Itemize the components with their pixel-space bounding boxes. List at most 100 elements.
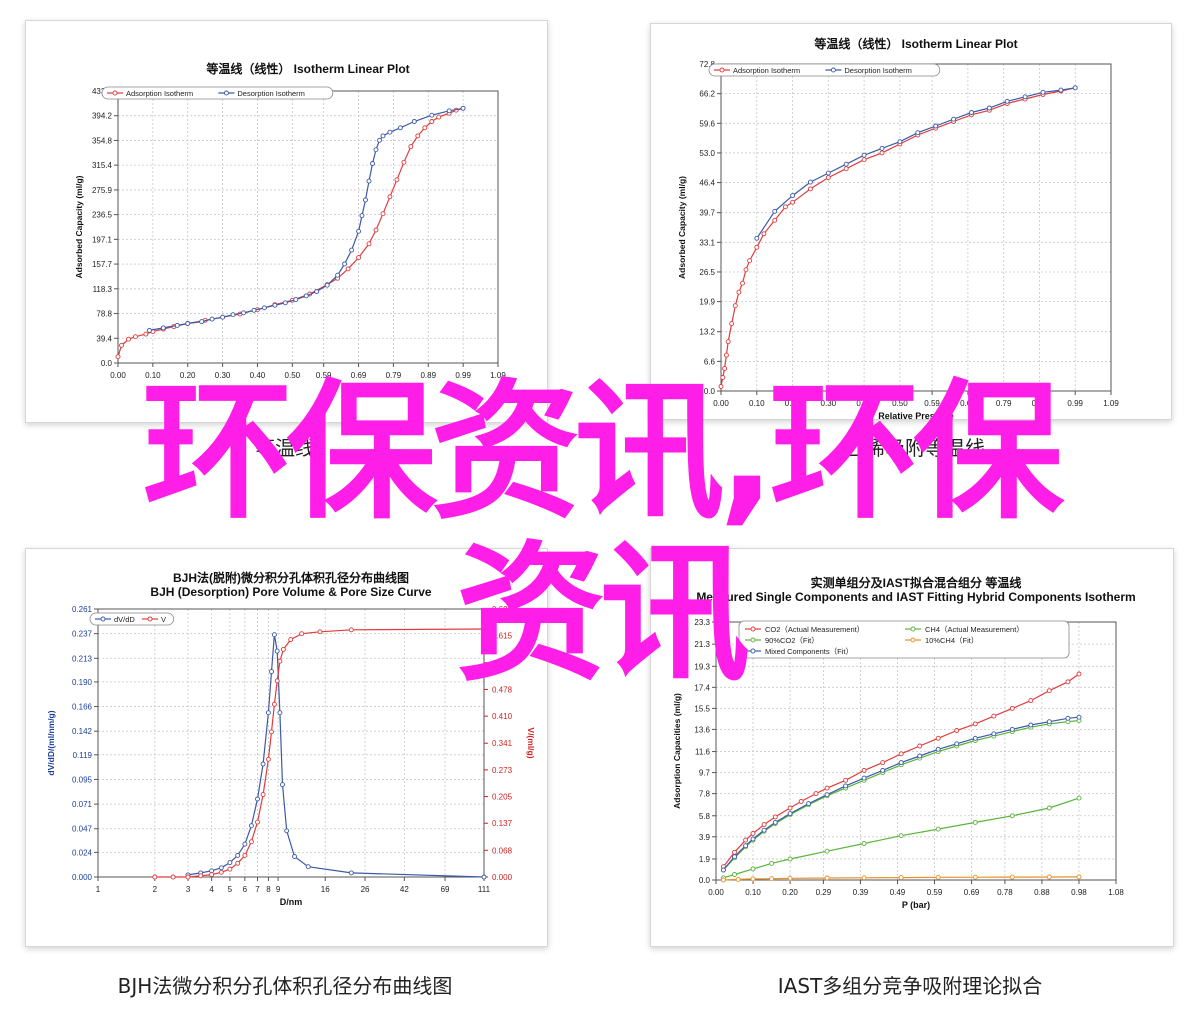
y-tick-label: 66.2 [699, 90, 715, 99]
data-point [935, 874, 941, 880]
data-point [146, 327, 152, 333]
x-tick-label: 111 [478, 885, 491, 894]
x-tick-label: 1.09 [1103, 399, 1119, 408]
data-point [825, 175, 831, 181]
data-point [861, 767, 867, 773]
data-point [299, 631, 305, 637]
caption-top-right: 乙烯吸附等温线 [845, 436, 985, 460]
legend-marker [750, 648, 756, 654]
x-tick-label: 6 [243, 885, 248, 894]
data-point [861, 841, 867, 846]
data-point [743, 267, 749, 273]
data-point [843, 783, 849, 789]
legend-marker [830, 67, 836, 73]
data-point [861, 152, 867, 158]
chart-title: 实测单组分及IAST拟合混合组分 等温线 [811, 575, 1022, 590]
data-point [1072, 85, 1078, 91]
data-point [269, 729, 274, 735]
data-point [255, 819, 260, 825]
data-point [348, 627, 354, 633]
x-tick-label: 0.10 [749, 399, 765, 408]
data-point [740, 280, 745, 286]
legend-label: Desorption Isotherm [844, 66, 912, 75]
y-tick-label: 0.095 [72, 775, 93, 784]
x-tick-label: 0.00 [110, 371, 126, 380]
data-point [954, 728, 960, 733]
data-point [242, 852, 248, 858]
legend-label: Mixed Components（Fit） [765, 647, 853, 656]
data-point [935, 735, 941, 741]
data-point [185, 874, 191, 880]
data-point [1009, 874, 1015, 880]
data-point [951, 116, 957, 122]
x-tick-label: 1 [96, 885, 101, 894]
data-point [843, 161, 849, 167]
y-tick-label: 0.047 [72, 825, 93, 834]
y-tick-label: 157.7 [92, 260, 113, 269]
data-point [132, 334, 138, 340]
data-point [255, 796, 260, 802]
data-point [280, 782, 285, 788]
y-tick-label: 0.0 [101, 359, 113, 368]
legend-label: Adsorption Isotherm [733, 66, 800, 75]
series-line [720, 87, 1076, 387]
data-point [1028, 698, 1034, 704]
data-point [481, 626, 487, 632]
data-point [824, 785, 830, 791]
data-point [880, 760, 886, 766]
y-tick-label: 33.1 [699, 238, 715, 247]
legend-label: dV/dD [114, 615, 135, 624]
legend: dV/dD V [89, 612, 174, 626]
data-point [349, 247, 355, 253]
legend-label: V [161, 615, 166, 624]
legend-label: CH4（Actual Measurement） [925, 625, 1024, 634]
y-tick-label: 13.2 [699, 328, 715, 337]
data-point [750, 866, 756, 872]
data-point [119, 342, 124, 348]
data-point [284, 828, 290, 834]
data-point [991, 713, 997, 719]
y-tick-label: 0.261 [72, 605, 93, 614]
y-tick-label: 23.3 [694, 618, 710, 627]
data-point [280, 646, 286, 652]
legend: Adsorption Isotherm Desorption Isotherm [101, 86, 334, 100]
data-point [972, 874, 978, 880]
legend-marker [910, 626, 916, 632]
data-point [366, 178, 372, 184]
legend-marker [750, 626, 756, 632]
data-point [720, 867, 726, 873]
data-point [170, 874, 176, 880]
x-tick-label: 0.69 [960, 399, 976, 408]
data-point [185, 321, 191, 326]
legend-label: Desorption Isotherm [237, 89, 305, 98]
data-point [271, 632, 277, 638]
data-point [429, 112, 435, 118]
y2-tick-label: 0.615 [492, 632, 513, 641]
data-point [397, 125, 403, 131]
data-point [972, 735, 978, 741]
data-point [825, 170, 831, 176]
data-point [969, 110, 974, 115]
data-point [348, 870, 354, 876]
x-tick-label: 8 [266, 885, 271, 894]
chart-title: 等温线（线性） Isotherm Linear Plot [813, 36, 1017, 51]
data-point [732, 854, 737, 860]
y-tick-label: 26.5 [699, 268, 715, 277]
x-tick-label: 0.79 [386, 371, 402, 380]
chart-panel-bottom-right: 实测单组分及IAST拟合混合组分 等温线 Measured Single Comp… [650, 548, 1174, 947]
data-point [718, 384, 724, 389]
y-tick-label: 46.4 [699, 179, 715, 188]
y2-tick-label: 0.205 [492, 793, 513, 802]
data-point [481, 874, 487, 880]
data-point [880, 767, 886, 773]
x-tick-label: 0.40 [250, 371, 266, 380]
data-point [342, 261, 348, 267]
data-point [935, 826, 941, 832]
x-tick-label: 0.20 [782, 888, 798, 897]
data-point [411, 119, 417, 124]
data-point [1058, 87, 1064, 93]
data-point [292, 854, 297, 859]
data-point [743, 843, 749, 849]
y-tick-label: 3.9 [699, 833, 711, 842]
data-point [787, 805, 793, 811]
